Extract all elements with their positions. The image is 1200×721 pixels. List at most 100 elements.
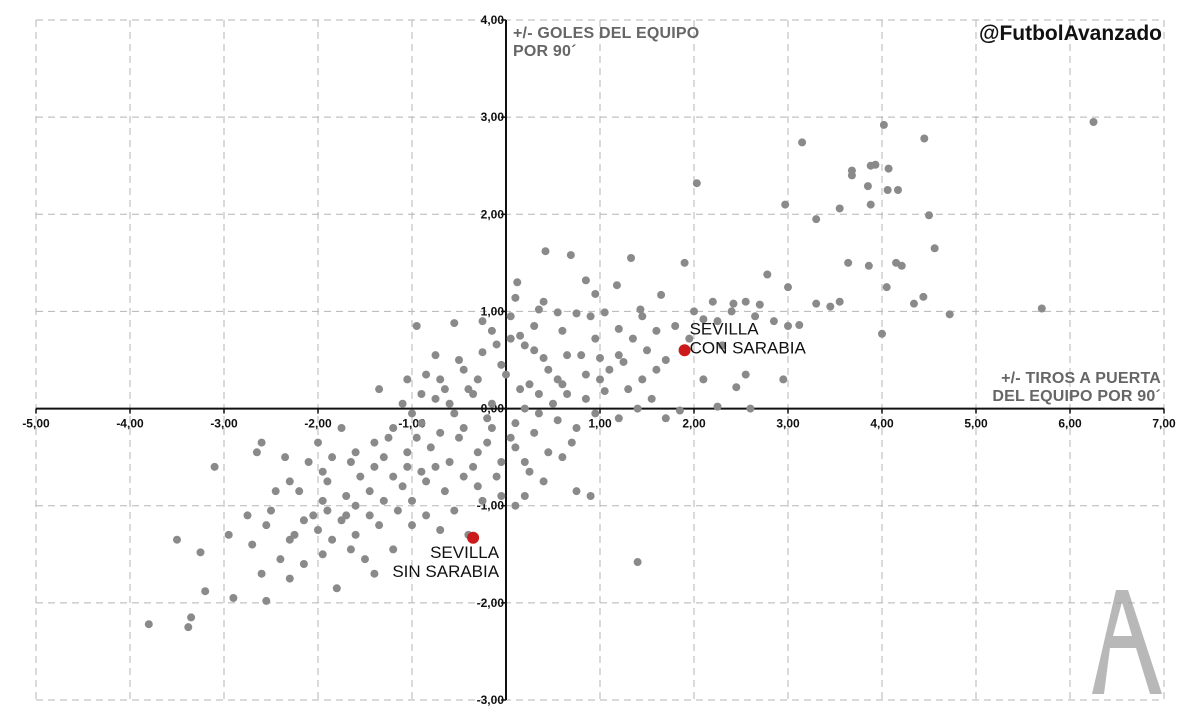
- data-point: [784, 283, 792, 292]
- data-point: [375, 521, 384, 530]
- data-point: [478, 348, 487, 357]
- y-tick-label: -2,00: [477, 596, 505, 610]
- data-point: [262, 521, 271, 530]
- data-point: [930, 244, 939, 253]
- data-point: [285, 574, 294, 583]
- data-point: [729, 299, 738, 308]
- data-point: [920, 134, 929, 143]
- data-point: [692, 179, 701, 188]
- y-tick-label: 4,00: [481, 13, 505, 27]
- data-point: [252, 448, 261, 457]
- data-point: [506, 433, 515, 442]
- data-point: [365, 487, 374, 496]
- data-point: [267, 506, 275, 515]
- data-point: [483, 438, 492, 447]
- data-point: [375, 385, 384, 394]
- data-point: [566, 251, 575, 260]
- data-point: [945, 310, 954, 319]
- data-point: [370, 438, 379, 447]
- y-axis-title-line-1: +/- GOLES DEL EQUIPO: [513, 25, 699, 42]
- data-point: [478, 496, 487, 505]
- data-point: [586, 312, 595, 321]
- data-point: [328, 453, 337, 462]
- data-point: [436, 428, 445, 437]
- data-point: [431, 394, 440, 403]
- data-point: [511, 501, 520, 510]
- data-point: [248, 540, 257, 549]
- data-point: [473, 448, 482, 457]
- data-point: [755, 300, 764, 309]
- data-point: [581, 370, 590, 379]
- data-point: [652, 326, 661, 335]
- axes: [35, 19, 1165, 701]
- data-point: [473, 375, 482, 384]
- data-point: [835, 204, 844, 213]
- data-point: [229, 594, 238, 602]
- data-point: [323, 506, 332, 515]
- data-point: [520, 492, 529, 500]
- data-point: [417, 467, 426, 476]
- data-point: [893, 186, 902, 194]
- data-point: [544, 365, 553, 374]
- highlight-label: CON SARABIA: [690, 338, 807, 357]
- data-point: [473, 482, 482, 491]
- data-point: [596, 375, 604, 384]
- data-point: [497, 458, 506, 466]
- data-point: [746, 404, 755, 413]
- data-point: [680, 258, 689, 267]
- data-point: [356, 472, 365, 481]
- data-point: [243, 511, 252, 520]
- x-axis-title-line-1: +/- TIROS A PUERTA: [1001, 370, 1161, 387]
- data-point: [525, 380, 534, 389]
- data-point: [539, 297, 548, 306]
- data-point: [844, 258, 853, 267]
- data-point: [798, 138, 807, 147]
- data-point: [614, 324, 623, 333]
- x-tick-label: 4,00: [870, 417, 894, 431]
- data-point: [408, 409, 416, 418]
- x-tick-label: -3,00: [210, 417, 238, 431]
- data-point: [897, 261, 906, 270]
- data-point: [572, 309, 581, 318]
- x-tick-label: 2,00: [682, 417, 706, 431]
- data-point: [619, 357, 628, 366]
- data-point: [184, 623, 193, 632]
- data-point: [492, 472, 501, 481]
- data-point: [563, 351, 572, 360]
- data-point: [727, 307, 736, 316]
- data-point: [624, 385, 633, 394]
- data-point: [652, 365, 661, 374]
- data-point: [781, 200, 790, 209]
- data-point: [600, 387, 609, 396]
- data-point: [370, 462, 379, 471]
- data-point: [497, 360, 506, 369]
- data-point: [525, 467, 534, 476]
- data-point: [586, 492, 595, 500]
- data-point: [596, 354, 604, 363]
- data-point: [553, 416, 562, 425]
- data-point: [516, 385, 525, 394]
- data-point: [826, 302, 835, 311]
- data-point: [464, 385, 473, 394]
- data-point: [337, 424, 346, 432]
- data-point: [436, 526, 445, 534]
- data-point: [581, 394, 590, 403]
- data-point: [309, 511, 318, 520]
- y-tick-label: 1,00: [481, 304, 505, 318]
- data-point: [795, 321, 804, 330]
- data-point: [558, 326, 567, 335]
- data-point: [534, 390, 543, 398]
- data-point: [487, 424, 496, 432]
- data-point: [257, 438, 266, 447]
- data-point: [591, 409, 600, 418]
- highlight-label: SEVILLA: [690, 319, 760, 338]
- data-point: [612, 281, 621, 290]
- data-point: [812, 299, 821, 308]
- data-point: [196, 548, 205, 557]
- data-point: [318, 550, 327, 559]
- data-point: [919, 292, 928, 301]
- data-point: [878, 329, 886, 338]
- data-point: [741, 370, 750, 379]
- data-point: [866, 200, 875, 209]
- data-point: [328, 535, 337, 544]
